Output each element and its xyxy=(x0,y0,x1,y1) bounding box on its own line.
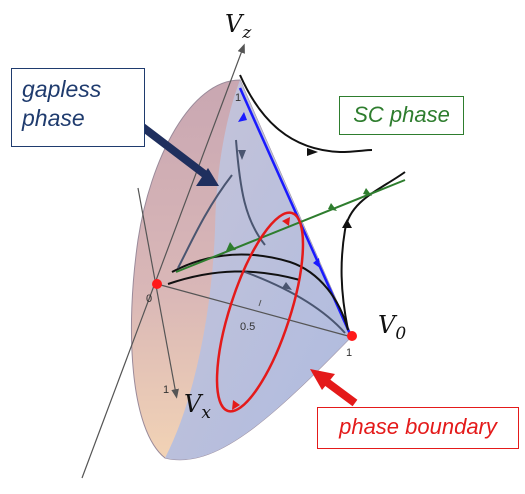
vz-axis-label: Vz xyxy=(225,10,252,43)
flow-arrow-top xyxy=(307,148,318,156)
sc-arrow-3 xyxy=(226,242,236,251)
cone-inner-surface xyxy=(165,80,352,460)
boundary-arrow-2 xyxy=(232,400,240,410)
fixed-point-origin xyxy=(152,279,162,289)
gapless-pointer-arrow xyxy=(133,118,219,186)
phase-boundary-label: phase boundary xyxy=(317,407,519,449)
v0-subscript: 0 xyxy=(395,324,406,344)
vx-symbol: V xyxy=(184,390,204,418)
gapless-line-2: phase xyxy=(22,105,85,131)
sc-phase-label: SC phase xyxy=(339,96,464,135)
boundary-arrow-1 xyxy=(282,217,290,226)
surface-flow-lines xyxy=(177,139,346,334)
gapless-phase-label: gapless phase xyxy=(11,68,145,147)
surface-arrow-1 xyxy=(238,150,246,160)
surface-arrow-2 xyxy=(282,282,292,290)
surface-flow-2 xyxy=(177,174,233,269)
surface-flow-3 xyxy=(244,271,346,334)
gapless-line-1: gapless xyxy=(22,76,102,102)
v0-tick xyxy=(258,299,262,307)
tick-vx-one: 1 xyxy=(163,384,169,396)
flow-line-right-upper xyxy=(340,171,406,331)
sc-arrow-1 xyxy=(363,188,372,196)
vx-axis-label: Vx xyxy=(184,390,211,423)
flow-line-top xyxy=(239,74,373,154)
sc-flow-line xyxy=(175,179,406,273)
flow-arrow-right xyxy=(342,219,352,228)
boundary-pointer-arrow xyxy=(310,369,358,407)
flow-line-bottom xyxy=(167,270,301,285)
tick-v0-one: 1 xyxy=(346,347,352,359)
cone-edge-arrow-1 xyxy=(238,112,247,122)
sc-arrow-2 xyxy=(328,203,337,211)
vz-axis xyxy=(81,43,245,479)
vx-subscript: x xyxy=(201,403,211,423)
vx-axis xyxy=(137,187,179,399)
v0-symbol: V xyxy=(378,311,398,339)
fixed-point-v0 xyxy=(347,331,357,341)
flow-line-mid xyxy=(171,253,349,331)
surface-flow-1 xyxy=(235,139,266,246)
tick-origin: 0 xyxy=(146,293,152,305)
phase-boundary-curve xyxy=(215,211,305,413)
cone-edge-arrow-2 xyxy=(313,258,320,268)
v0-axis-label: V0 xyxy=(378,311,406,344)
vz-symbol: V xyxy=(225,10,245,38)
tick-v0-half: 0.5 xyxy=(240,321,255,333)
vz-subscript: z xyxy=(241,23,252,43)
v0-axis xyxy=(156,283,349,337)
tick-vz-one: 1 xyxy=(235,92,241,104)
flow-lines xyxy=(167,74,406,331)
